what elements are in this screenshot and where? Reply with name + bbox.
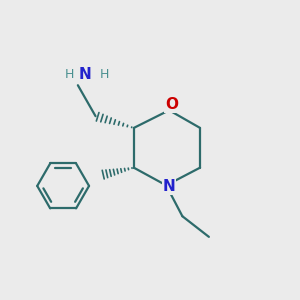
Text: O: O: [165, 98, 178, 112]
Text: N: N: [79, 67, 92, 82]
Text: H: H: [100, 68, 109, 80]
Text: N: N: [163, 179, 175, 194]
Text: H: H: [64, 68, 74, 80]
